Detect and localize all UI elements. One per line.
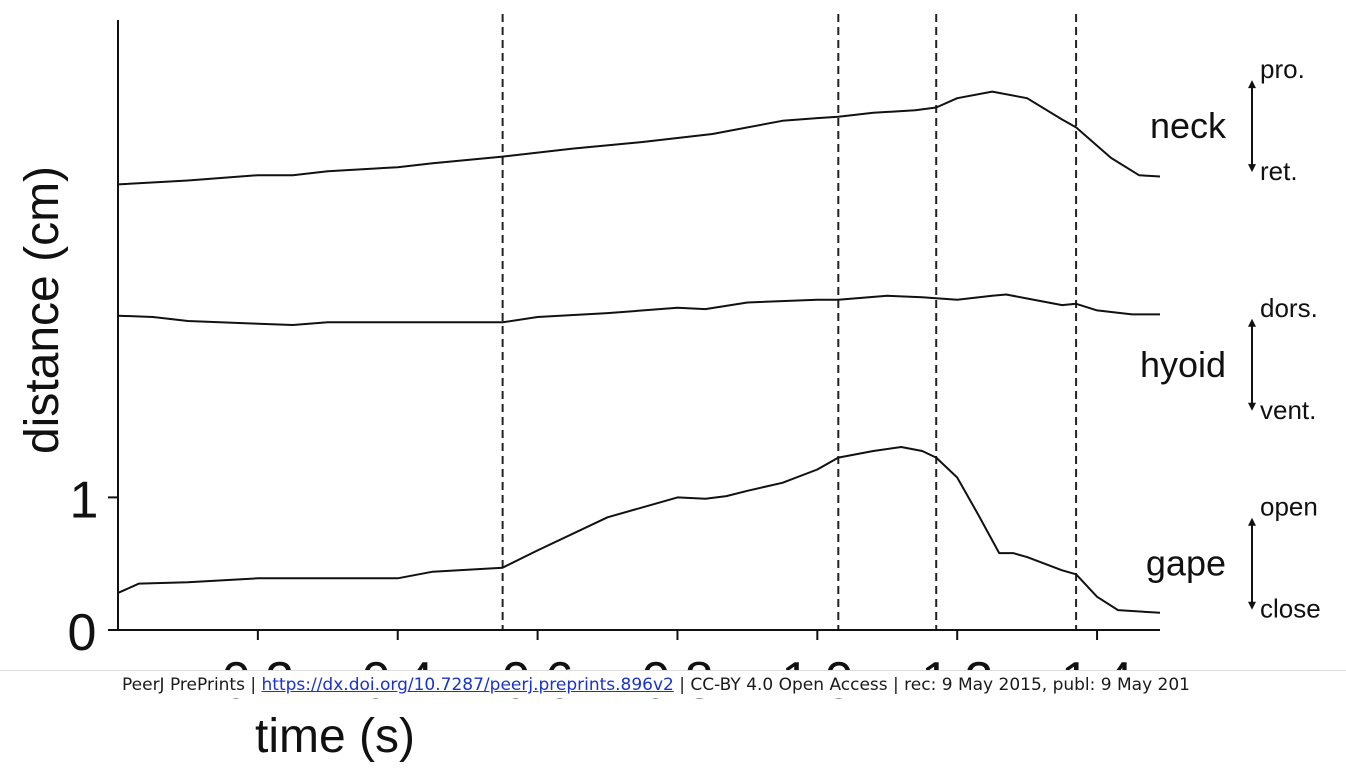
series-lines xyxy=(117,90,1161,614)
hyoid-arrow-down-icon xyxy=(1248,402,1256,411)
hyoid-bottom-label: vent. xyxy=(1260,395,1316,425)
y-tick-label: 1 xyxy=(70,471,99,529)
neck-series-line xyxy=(117,90,1161,186)
neck-top-label: pro. xyxy=(1260,54,1305,84)
doi-link[interactable]: https://dx.doi.org/10.7287/peerj.preprin… xyxy=(261,675,674,695)
gape-series-line xyxy=(117,446,1161,614)
series-labels: neck pro. ret. hyoid dors. vent. gape open close xyxy=(1140,54,1321,624)
hyoid-top-label: dors. xyxy=(1260,293,1318,323)
gape-arrow-up-icon xyxy=(1248,517,1256,526)
gape-top-label: open xyxy=(1260,492,1318,522)
preprint-footer: PeerJ PrePrints | https://dx.doi.org/10.… xyxy=(0,670,1346,698)
hyoid-series-label: hyoid xyxy=(1140,344,1226,385)
hyoid-series-line xyxy=(117,293,1160,326)
y-tick-label: 0 xyxy=(68,604,97,662)
footer-prefix: PeerJ PrePrints | xyxy=(122,675,262,695)
gape-series-label: gape xyxy=(1146,543,1226,584)
reference-lines xyxy=(501,14,1078,630)
axes xyxy=(117,20,1160,631)
neck-arrow-up-icon xyxy=(1248,80,1256,89)
y-axis-label: distance (cm) xyxy=(16,166,69,454)
neck-bottom-label: ret. xyxy=(1260,156,1298,186)
hyoid-arrow-up-icon xyxy=(1248,318,1256,327)
x-axis-label: time (s) xyxy=(255,710,415,763)
footer-suffix: | CC-BY 4.0 Open Access | rec: 9 May 201… xyxy=(673,675,1191,695)
gape-bottom-label: close xyxy=(1260,594,1321,624)
neck-arrow-down-icon xyxy=(1248,164,1256,173)
neck-series-label: neck xyxy=(1150,105,1227,146)
gape-arrow-down-icon xyxy=(1248,601,1256,610)
